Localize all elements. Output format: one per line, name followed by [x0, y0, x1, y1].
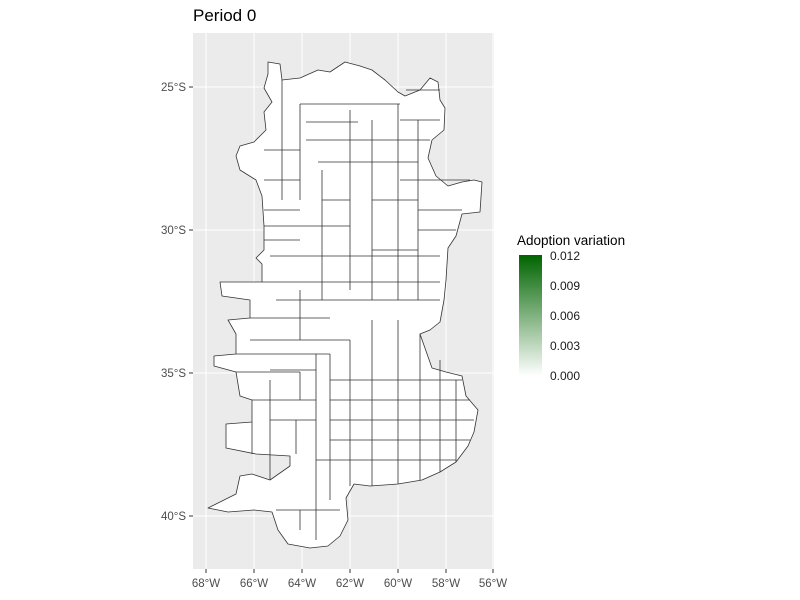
axis-ticks: [189, 86, 494, 573]
legend-colorbar: [519, 255, 542, 376]
legend-label: 0.012: [550, 249, 581, 263]
x-tick-label: 66°W: [240, 578, 268, 590]
x-tick-labels: 68°W 66°W 64°W 62°W 60°W 58°W 56°W: [192, 578, 507, 590]
legend-label: 0.003: [550, 339, 581, 353]
y-tick-label: 25°S: [161, 82, 186, 94]
legend-label: 0.009: [550, 279, 581, 293]
y-tick-labels: 25°S 30°S 35°S 40°S: [161, 82, 186, 523]
plot-title: Period 0: [193, 6, 257, 25]
x-tick-label: 68°W: [192, 578, 220, 590]
x-tick-label: 58°W: [432, 578, 460, 590]
y-tick-label: 40°S: [161, 511, 186, 523]
x-tick-label: 60°W: [384, 578, 412, 590]
legend-label: 0.006: [550, 309, 581, 323]
x-tick-label: 62°W: [336, 578, 364, 590]
x-tick-label: 64°W: [288, 578, 316, 590]
y-tick-label: 30°S: [161, 225, 186, 237]
region-boundaries: [236, 80, 474, 540]
x-tick-label: 56°W: [479, 578, 507, 590]
legend-label: 0.000: [550, 369, 581, 383]
legend-title: Adoption variation: [517, 233, 626, 248]
regions: [207, 61, 483, 549]
y-tick-label: 35°S: [161, 368, 186, 380]
